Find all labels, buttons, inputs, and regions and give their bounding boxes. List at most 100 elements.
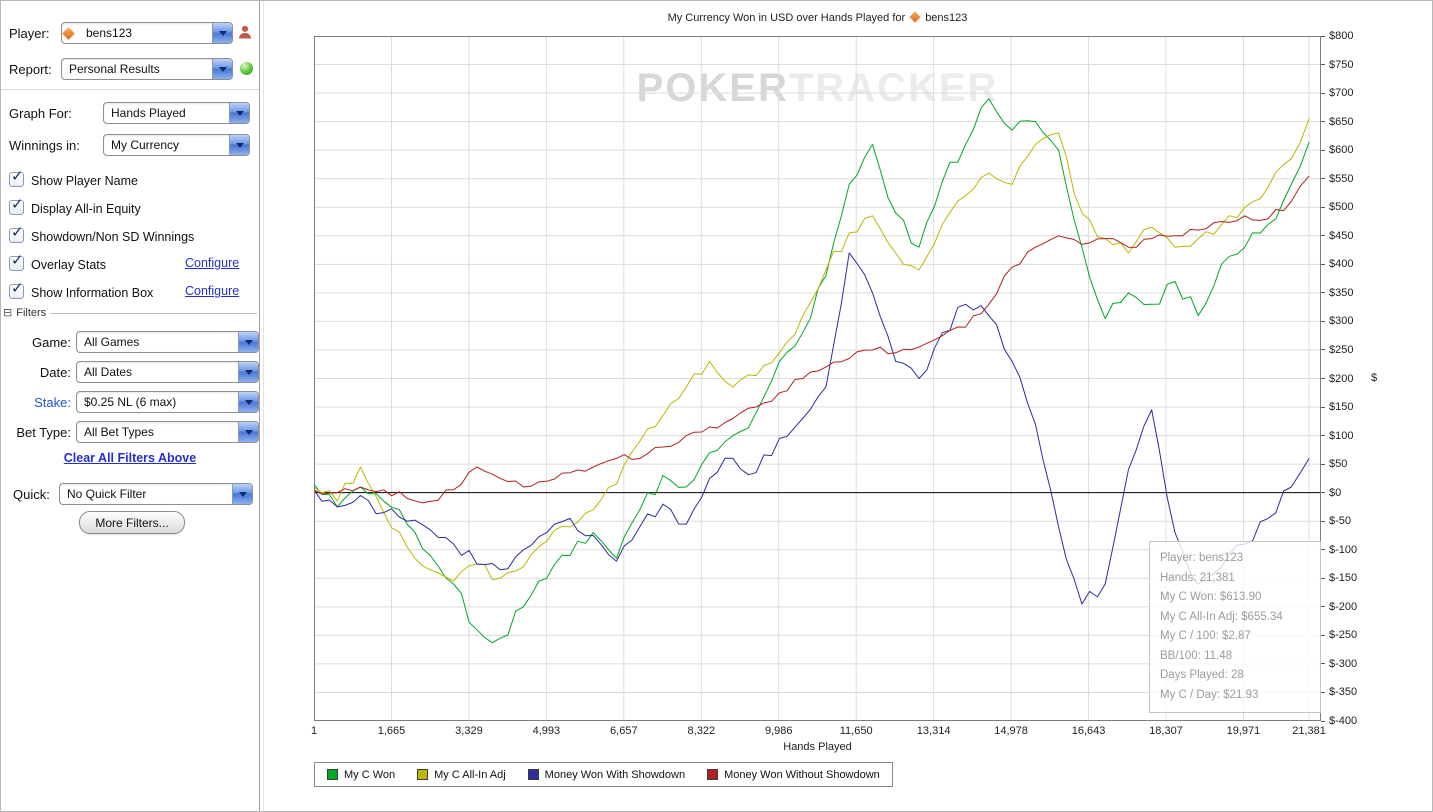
- clear-all-filters-link[interactable]: Clear All Filters Above: [63, 451, 197, 465]
- player-row: Player: bens123: [1, 22, 259, 46]
- legend-item: Money Won With Showdown: [527, 769, 685, 781]
- y-axis-tick-label: $600: [1321, 144, 1353, 156]
- configure-information-box-link[interactable]: Configure: [185, 284, 240, 298]
- section-rule: [50, 312, 257, 314]
- chevron-down-icon[interactable]: [238, 362, 258, 382]
- x-axis-tick-label: 4,993: [532, 725, 561, 737]
- y-axis-tick-label: $450: [1321, 230, 1353, 242]
- configure-overlay-stats-link[interactable]: Configure: [185, 256, 240, 270]
- checkbox-display-all-in-equity[interactable]: Display All-in Equity: [9, 195, 259, 218]
- report-row: Report: Personal Results: [1, 58, 259, 82]
- chevron-down-icon[interactable]: [238, 422, 258, 442]
- tick-mark: [1321, 292, 1325, 294]
- winnings-in-select[interactable]: My Currency: [103, 134, 250, 156]
- report-label: Report:: [9, 62, 52, 77]
- checkbox-show-information-box[interactable]: Show Information Box Configure: [9, 279, 259, 302]
- y-axis-tick-label: $-200: [1321, 601, 1357, 613]
- filters-section-header[interactable]: ⊟ Filters: [3, 307, 257, 319]
- tick-text: $400: [1329, 258, 1354, 271]
- legend-item: My C Won: [327, 769, 395, 781]
- legend-label: Money Won Without Showdown: [724, 768, 880, 781]
- stake-filter-value: $0.25 NL (6 max): [84, 395, 177, 409]
- game-filter-select[interactable]: All Games: [76, 331, 259, 353]
- checkbox-icon[interactable]: [9, 279, 24, 299]
- chevron-down-icon[interactable]: [212, 23, 232, 43]
- tick-text: $50: [1329, 458, 1348, 471]
- tick-text: $-150: [1329, 572, 1358, 585]
- stake-filter-select[interactable]: $0.25 NL (6 max): [76, 391, 259, 413]
- checkbox-icon[interactable]: [9, 223, 24, 243]
- chart-title: My Currency Won in USD over Hands Played…: [314, 11, 1321, 24]
- series-line: [314, 252, 1310, 605]
- checkbox-icon[interactable]: [9, 195, 24, 215]
- plot-area: POKERTRACKER Player: bens123 Hands: 21,38…: [314, 36, 1321, 721]
- chevron-down-icon[interactable]: [238, 332, 258, 352]
- player-select[interactable]: bens123: [61, 22, 233, 44]
- x-axis-tick-label: 8,322: [687, 725, 716, 737]
- tick-mark: [1321, 263, 1325, 265]
- tick-mark: [1321, 378, 1325, 379]
- checkbox-icon[interactable]: [9, 167, 24, 187]
- checkbox-show-player-name[interactable]: Show Player Name: [9, 167, 259, 190]
- checkbox-label: Display All-in Equity: [31, 202, 141, 216]
- tick-mark: [1321, 492, 1325, 494]
- x-axis-tick-label: 14,978: [994, 725, 1028, 737]
- y-axis-tick-label: $650: [1321, 116, 1353, 128]
- tick-mark: [1321, 349, 1325, 351]
- checkbox-showdown-non-sd-winnings[interactable]: Showdown/Non SD Winnings: [9, 223, 259, 246]
- info-box-line: Hands: 21,381: [1160, 571, 1235, 584]
- tick-text: $200: [1329, 372, 1354, 385]
- winnings-in-row: Winnings in: My Currency: [1, 134, 259, 158]
- x-axis-tick-label: 21,381: [1292, 725, 1326, 737]
- tick-mark: [1321, 92, 1325, 94]
- tick-text: $800: [1329, 30, 1354, 42]
- tick-mark: [1321, 64, 1325, 66]
- info-box: Player: bens123 Hands: 21,381 My C Won: $6…: [1149, 541, 1321, 713]
- tick-text: $-350: [1329, 686, 1358, 699]
- tick-text: $500: [1329, 201, 1354, 214]
- chevron-down-icon[interactable]: [232, 484, 252, 504]
- collapse-section-icon[interactable]: ⊟: [3, 306, 13, 319]
- legend-item: My C All-In Adj: [417, 769, 506, 781]
- pokertracker-diamond-icon: [909, 11, 921, 23]
- tick-mark: [1321, 577, 1325, 579]
- bet-type-filter-value: All Bet Types: [84, 425, 154, 439]
- y-axis-tick-label: $400: [1321, 258, 1353, 270]
- quick-filter-value: No Quick Filter: [67, 487, 147, 501]
- y-axis-tick-label: $700: [1321, 87, 1353, 99]
- y-axis-tick-label: $-400: [1321, 715, 1357, 727]
- bet-type-filter-select[interactable]: All Bet Types: [76, 421, 259, 443]
- quick-filter-select[interactable]: No Quick Filter: [59, 483, 253, 505]
- more-filters-button[interactable]: More Filters...: [79, 511, 185, 534]
- player-profile-icon[interactable]: [237, 24, 253, 40]
- y-axis-tick-label: $300: [1321, 315, 1353, 327]
- date-filter-select[interactable]: All Dates: [76, 361, 259, 383]
- y-axis-tick-label: $550: [1321, 173, 1353, 185]
- x-axis-tick-label: 11,650: [839, 725, 873, 737]
- y-axis-tick-label: $50: [1321, 458, 1347, 470]
- graph-for-row: Graph For: Hands Played: [1, 102, 259, 126]
- chevron-down-icon[interactable]: [229, 103, 249, 123]
- tick-text: $-400: [1329, 715, 1358, 727]
- graph-for-select[interactable]: Hands Played: [103, 102, 250, 124]
- tick-text: $300: [1329, 315, 1354, 328]
- report-select[interactable]: Personal Results: [61, 58, 233, 80]
- tick-text: $600: [1329, 144, 1354, 157]
- y-axis-tick-label: $350: [1321, 287, 1353, 299]
- y-axis-tick-label: $500: [1321, 201, 1353, 213]
- tick-text: $-50: [1329, 515, 1352, 528]
- y-axis-tick-label: $-350: [1321, 686, 1357, 698]
- tick-text: $-200: [1329, 600, 1358, 613]
- chevron-down-icon[interactable]: [229, 135, 249, 155]
- chevron-down-icon[interactable]: [212, 59, 232, 79]
- checkbox-overlay-stats[interactable]: Overlay Stats Configure: [9, 251, 259, 274]
- x-axis-tick-label: 19,971: [1226, 725, 1261, 737]
- checkbox-label: Show Player Name: [31, 174, 138, 188]
- legend-swatch-icon: [417, 769, 429, 780]
- x-axis-tick-label: 3,329: [455, 725, 483, 737]
- chevron-down-icon[interactable]: [238, 392, 258, 412]
- checkbox-icon[interactable]: [9, 251, 24, 271]
- quick-filter-label: Quick:: [13, 487, 50, 502]
- tick-text: $350: [1329, 286, 1354, 299]
